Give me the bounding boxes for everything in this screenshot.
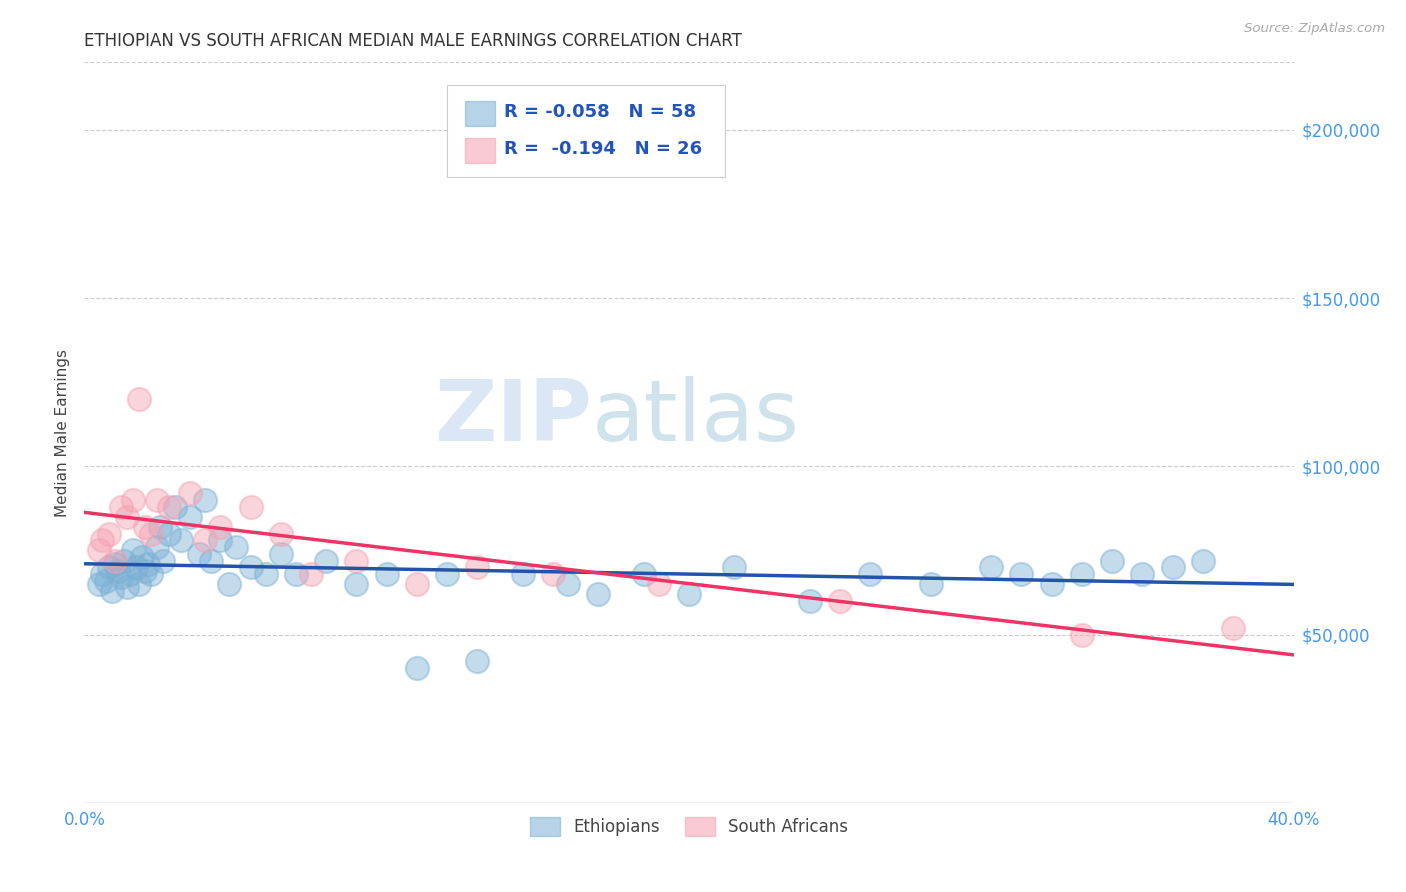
Point [723,560,745,574]
Point [1192,553,1215,567]
Point [557,577,579,591]
Legend: Ethiopians, South Africans: Ethiopians, South Africans [523,810,855,843]
Text: ETHIOPIAN VS SOUTH AFRICAN MEDIAN MALE EARNINGS CORRELATION CHART: ETHIOPIAN VS SOUTH AFRICAN MEDIAN MALE E… [84,32,742,50]
Point [799,594,821,608]
FancyBboxPatch shape [465,101,495,126]
Point [920,577,942,591]
Text: R =  -0.194   N = 26: R = -0.194 N = 26 [503,140,702,158]
Point [134,564,156,578]
Point [285,566,308,581]
Point [270,547,292,561]
Point [1071,566,1094,581]
Point [467,560,489,574]
Point [346,553,368,567]
Point [125,560,148,574]
Text: R = -0.058   N = 58: R = -0.058 N = 58 [503,103,696,121]
Point [91,566,114,581]
Point [121,543,143,558]
Point [406,577,429,591]
Point [648,577,671,591]
Point [859,566,882,581]
Point [107,564,129,578]
Point [1222,621,1244,635]
Y-axis label: Median Male Earnings: Median Male Earnings [55,349,70,516]
Point [239,500,262,514]
Point [128,392,150,406]
Point [1161,560,1184,574]
Point [89,577,111,591]
Point [1071,627,1094,641]
Point [1040,577,1063,591]
Point [146,540,169,554]
Point [121,492,143,507]
Point [980,560,1002,574]
Text: ZIP: ZIP [434,376,592,459]
Point [110,570,132,584]
Point [830,594,852,608]
Point [299,566,322,581]
Point [110,500,132,514]
Point [94,574,117,588]
Point [225,540,247,554]
Point [139,526,162,541]
FancyBboxPatch shape [447,85,725,178]
Point [678,587,700,601]
Point [194,533,217,548]
Point [152,553,174,567]
Point [104,553,127,567]
Point [179,509,201,524]
Point [157,500,180,514]
Point [633,566,655,581]
Point [436,566,458,581]
Point [218,577,240,591]
Point [115,581,138,595]
Point [194,492,217,507]
Point [89,543,111,558]
Point [188,547,211,561]
Point [254,566,277,581]
Point [149,520,172,534]
FancyBboxPatch shape [465,137,495,163]
Point [541,566,564,581]
Point [100,583,122,598]
Point [131,550,153,565]
Point [1011,566,1033,581]
Point [170,533,193,548]
Point [97,526,120,541]
Point [1101,553,1123,567]
Text: Source: ZipAtlas.com: Source: ZipAtlas.com [1244,22,1385,36]
Point [209,520,232,534]
Point [104,557,127,571]
Point [136,557,159,571]
Point [134,520,156,534]
Point [112,553,135,567]
Point [165,500,187,514]
Point [467,655,489,669]
Text: atlas: atlas [592,376,800,459]
Point [91,533,114,548]
Point [97,560,120,574]
Point [115,509,138,524]
Point [139,566,162,581]
Point [270,526,292,541]
Point [239,560,262,574]
Point [209,533,232,548]
Point [118,566,141,581]
Point [346,577,368,591]
Point [588,587,610,601]
Point [406,661,429,675]
Point [315,553,337,567]
Point [146,492,169,507]
Point [128,577,150,591]
Point [179,486,201,500]
Point [200,553,222,567]
Point [157,526,180,541]
Point [512,566,534,581]
Point [375,566,398,581]
Point [1130,566,1153,581]
